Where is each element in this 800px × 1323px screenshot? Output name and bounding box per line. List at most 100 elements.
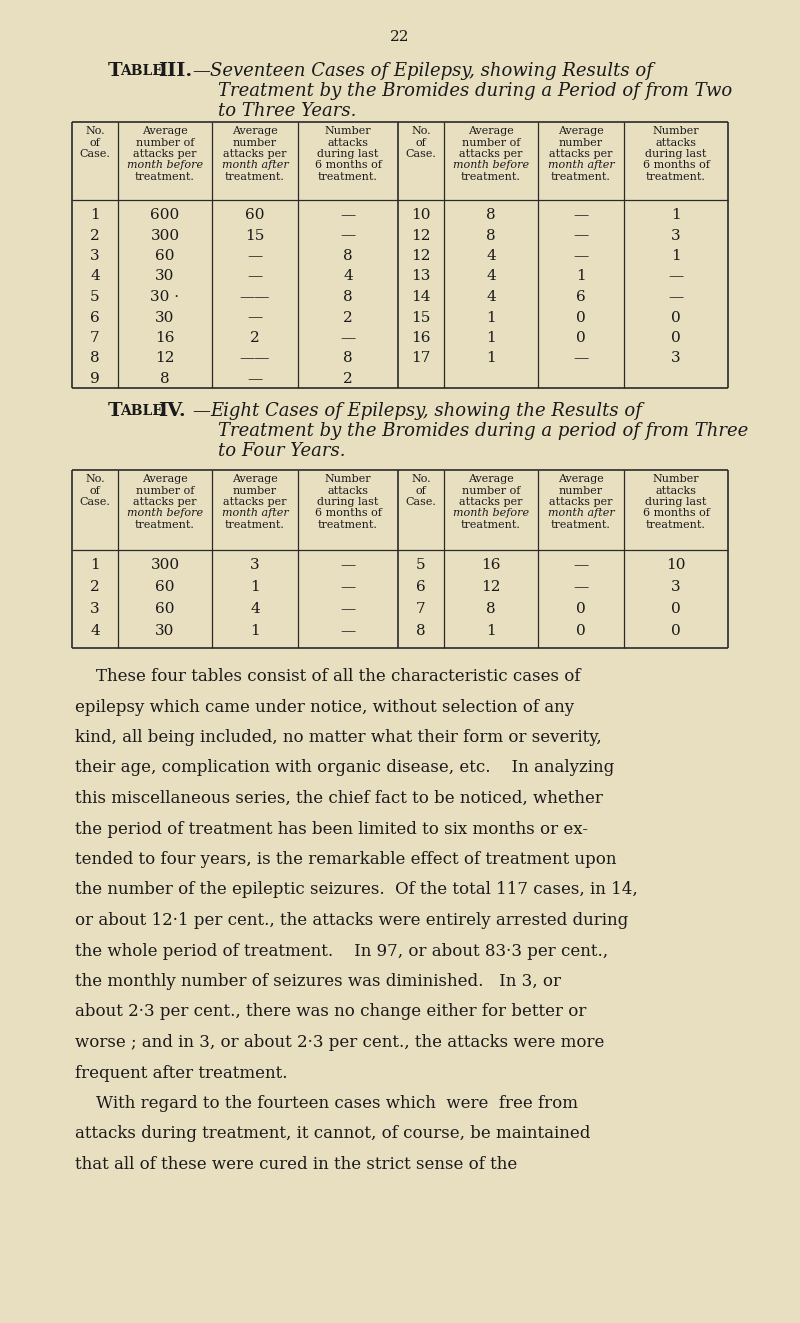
Text: treatment.: treatment.: [225, 172, 285, 183]
Text: 12: 12: [411, 249, 430, 263]
Text: 6: 6: [416, 579, 426, 594]
Text: 10: 10: [666, 558, 686, 572]
Text: month before: month before: [453, 508, 529, 519]
Text: treatment.: treatment.: [225, 520, 285, 531]
Text: treatment.: treatment.: [551, 520, 611, 531]
Text: 16: 16: [155, 331, 174, 345]
Text: month before: month before: [127, 160, 203, 171]
Text: attacks: attacks: [327, 486, 369, 496]
Text: 1: 1: [576, 270, 586, 283]
Text: 15: 15: [411, 311, 430, 324]
Text: 8: 8: [343, 290, 353, 304]
Text: of: of: [90, 486, 100, 496]
Text: Average: Average: [558, 474, 604, 484]
Text: 1: 1: [250, 579, 260, 594]
Text: 8: 8: [486, 229, 496, 242]
Text: Average: Average: [232, 126, 278, 136]
Text: Number: Number: [325, 126, 371, 136]
Text: —: —: [340, 602, 356, 617]
Text: Treatment by the Bromides during a period of from Three: Treatment by the Bromides during a perio…: [218, 422, 748, 441]
Text: attacks per: attacks per: [134, 497, 197, 507]
Text: —: —: [192, 402, 210, 419]
Text: —: —: [668, 270, 684, 283]
Text: the whole period of treatment.    In 97, or about 83·3 per cent.,: the whole period of treatment. In 97, or…: [75, 942, 608, 959]
Text: No.: No.: [411, 474, 431, 484]
Text: the monthly number of seizures was diminished.   In 3, or: the monthly number of seizures was dimin…: [75, 972, 561, 990]
Text: number: number: [233, 138, 277, 147]
Text: Average: Average: [558, 126, 604, 136]
Text: 12: 12: [155, 352, 174, 365]
Text: —: —: [574, 208, 589, 222]
Text: 300: 300: [150, 229, 179, 242]
Text: attacks per: attacks per: [550, 149, 613, 159]
Text: 7: 7: [90, 331, 100, 345]
Text: 22: 22: [390, 30, 410, 44]
Text: 5: 5: [416, 558, 426, 572]
Text: 2: 2: [90, 229, 100, 242]
Text: —: —: [574, 558, 589, 572]
Text: about 2·3 per cent., there was no change either for better or: about 2·3 per cent., there was no change…: [75, 1004, 586, 1020]
Text: treatment.: treatment.: [318, 520, 378, 531]
Text: 0: 0: [576, 331, 586, 345]
Text: 1: 1: [671, 249, 681, 263]
Text: 1: 1: [90, 208, 100, 222]
Text: 1: 1: [486, 311, 496, 324]
Text: Case.: Case.: [406, 497, 437, 507]
Text: 8: 8: [416, 624, 426, 638]
Text: treatment.: treatment.: [135, 520, 195, 531]
Text: month before: month before: [453, 160, 529, 171]
Text: treatment.: treatment.: [318, 172, 378, 183]
Text: 8: 8: [90, 352, 100, 365]
Text: Eight Cases of Epilepsy, showing the Results of: Eight Cases of Epilepsy, showing the Res…: [210, 402, 642, 419]
Text: attacks: attacks: [655, 486, 697, 496]
Text: 4: 4: [486, 270, 496, 283]
Text: 1: 1: [486, 624, 496, 638]
Text: Average: Average: [142, 474, 188, 484]
Text: 3: 3: [671, 579, 681, 594]
Text: of: of: [416, 138, 426, 147]
Text: 1: 1: [671, 208, 681, 222]
Text: 30: 30: [155, 311, 174, 324]
Text: 3: 3: [250, 558, 260, 572]
Text: 1: 1: [90, 558, 100, 572]
Text: month after: month after: [222, 508, 288, 519]
Text: treatment.: treatment.: [461, 520, 521, 531]
Text: of: of: [90, 138, 100, 147]
Text: attacks during treatment, it cannot, of course, be maintained: attacks during treatment, it cannot, of …: [75, 1126, 590, 1143]
Text: 4: 4: [486, 290, 496, 304]
Text: 8: 8: [343, 352, 353, 365]
Text: 15: 15: [246, 229, 265, 242]
Text: attacks per: attacks per: [550, 497, 613, 507]
Text: 4: 4: [90, 624, 100, 638]
Text: —: —: [574, 249, 589, 263]
Text: —: —: [574, 229, 589, 242]
Text: attacks per: attacks per: [223, 497, 286, 507]
Text: 5: 5: [90, 290, 100, 304]
Text: —: —: [574, 579, 589, 594]
Text: 8: 8: [160, 372, 170, 386]
Text: attacks: attacks: [655, 138, 697, 147]
Text: 3: 3: [90, 249, 100, 263]
Text: 1: 1: [486, 352, 496, 365]
Text: 12: 12: [482, 579, 501, 594]
Text: 10: 10: [411, 208, 430, 222]
Text: 3: 3: [671, 352, 681, 365]
Text: III.: III.: [158, 62, 192, 79]
Text: IV.: IV.: [158, 402, 186, 419]
Text: month after: month after: [222, 160, 288, 171]
Text: frequent after treatment.: frequent after treatment.: [75, 1065, 287, 1081]
Text: 3: 3: [671, 229, 681, 242]
Text: number of: number of: [462, 486, 520, 496]
Text: 0: 0: [671, 331, 681, 345]
Text: month before: month before: [127, 508, 203, 519]
Text: to Four Years.: to Four Years.: [218, 442, 346, 460]
Text: 7: 7: [416, 602, 426, 617]
Text: Number: Number: [653, 474, 699, 484]
Text: during last: during last: [318, 497, 378, 507]
Text: 8: 8: [343, 249, 353, 263]
Text: 4: 4: [343, 270, 353, 283]
Text: ABLE: ABLE: [120, 64, 163, 78]
Text: 60: 60: [246, 208, 265, 222]
Text: Treatment by the Bromides during a Period of from Two: Treatment by the Bromides during a Perio…: [218, 82, 732, 101]
Text: 4: 4: [90, 270, 100, 283]
